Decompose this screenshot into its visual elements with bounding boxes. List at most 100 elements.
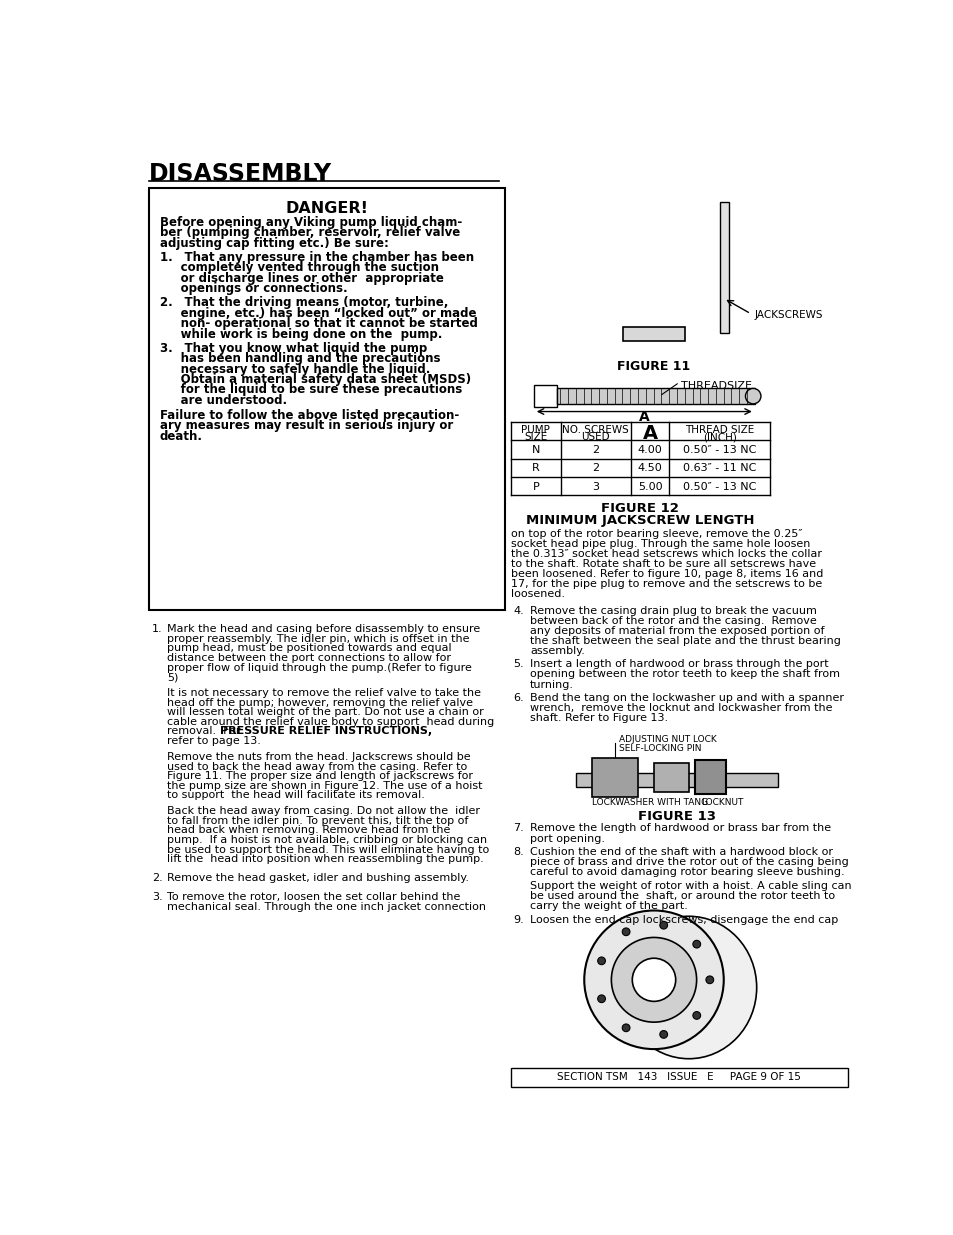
Text: proper reassembly. The idler pin, which is offset in the: proper reassembly. The idler pin, which … xyxy=(167,634,469,643)
Bar xyxy=(576,773,778,787)
Text: adjusting cap fitting etc.) Be sure:: adjusting cap fitting etc.) Be sure: xyxy=(159,237,388,249)
Text: pump head, must be positioned towards and equal: pump head, must be positioned towards an… xyxy=(167,643,452,653)
Text: ber (pumping chamber, reservoir, relief valve: ber (pumping chamber, reservoir, relief … xyxy=(159,226,459,240)
Text: 3.: 3. xyxy=(152,892,162,902)
Text: Figure 11. The proper size and length of jackscrews for: Figure 11. The proper size and length of… xyxy=(167,771,473,781)
Text: port opening.: port opening. xyxy=(530,834,604,844)
Text: USED: USED xyxy=(581,432,610,442)
Circle shape xyxy=(692,1011,700,1019)
Bar xyxy=(622,327,684,341)
Text: Before opening any Viking pump liquid cham-: Before opening any Viking pump liquid ch… xyxy=(159,216,461,228)
Text: opening between the rotor teeth to keep the shaft from: opening between the rotor teeth to keep … xyxy=(530,669,840,679)
Bar xyxy=(720,203,728,333)
Text: LOCKWASHER WITH TANG: LOCKWASHER WITH TANG xyxy=(592,798,707,808)
Text: any deposits of material from the exposed portion of: any deposits of material from the expose… xyxy=(530,626,823,636)
Text: lift the  head into position when reassembling the pump.: lift the head into position when reassem… xyxy=(167,855,483,864)
Text: A: A xyxy=(642,424,657,443)
Text: wrench,  remove the locknut and lockwasher from the: wrench, remove the locknut and lockwashe… xyxy=(530,704,832,714)
Text: head off the pump; however, removing the relief valve: head off the pump; however, removing the… xyxy=(167,698,473,708)
Text: to support  the head will facilitate its removal.: to support the head will facilitate its … xyxy=(167,790,425,800)
Text: removal.  For: removal. For xyxy=(167,726,244,736)
Text: engine, etc.) has been “locked out” or made: engine, etc.) has been “locked out” or m… xyxy=(159,306,476,320)
Text: SIZE: SIZE xyxy=(523,432,547,442)
Text: piece of brass and drive the rotor out of the casing being: piece of brass and drive the rotor out o… xyxy=(530,857,848,867)
Text: DANGER!: DANGER! xyxy=(285,200,368,216)
Text: turning.: turning. xyxy=(530,679,574,689)
Text: N: N xyxy=(531,445,539,454)
Bar xyxy=(149,188,505,610)
Text: assembly.: assembly. xyxy=(530,646,584,656)
Text: P: P xyxy=(532,482,538,492)
Text: socket head pipe plug. Through the same hole loosen: socket head pipe plug. Through the same … xyxy=(510,540,809,550)
Text: 4.00: 4.00 xyxy=(638,445,661,454)
Circle shape xyxy=(621,927,629,936)
Circle shape xyxy=(632,958,675,1002)
Text: ADJUSTING NUT LOCK: ADJUSTING NUT LOCK xyxy=(618,735,716,743)
Text: FIGURE 11: FIGURE 11 xyxy=(617,359,690,373)
Text: 2: 2 xyxy=(592,463,598,473)
Bar xyxy=(695,761,725,794)
Text: or discharge lines or other  appropriate: or discharge lines or other appropriate xyxy=(159,272,443,285)
Text: between back of the rotor and the casing.  Remove: between back of the rotor and the casing… xyxy=(530,615,816,626)
Text: 3: 3 xyxy=(592,482,598,492)
Text: 2. That the driving means (motor, turbine,: 2. That the driving means (motor, turbin… xyxy=(159,296,448,310)
Text: THREADSIZE: THREADSIZE xyxy=(680,380,751,390)
Text: 2: 2 xyxy=(592,445,598,454)
Circle shape xyxy=(611,937,696,1023)
Text: To remove the rotor, loosen the set collar behind the: To remove the rotor, loosen the set coll… xyxy=(167,892,460,902)
Text: 0.50″ - 13 NC: 0.50″ - 13 NC xyxy=(682,445,756,454)
Text: 2.: 2. xyxy=(152,873,162,883)
Text: (INCH): (INCH) xyxy=(702,432,736,442)
Circle shape xyxy=(583,910,723,1049)
Text: MINIMUM JACKSCREW LENGTH: MINIMUM JACKSCREW LENGTH xyxy=(526,514,754,527)
Text: for the liquid to be sure these precautions: for the liquid to be sure these precauti… xyxy=(159,383,461,396)
Text: the pump size are shown in Figure 12. The use of a hoist: the pump size are shown in Figure 12. Th… xyxy=(167,781,482,790)
Text: carry the weight of the part.: carry the weight of the part. xyxy=(530,902,687,911)
Text: on top of the rotor bearing sleeve, remove the 0.25″: on top of the rotor bearing sleeve, remo… xyxy=(510,530,801,540)
Text: Insert a length of hardwood or brass through the port: Insert a length of hardwood or brass thr… xyxy=(530,659,828,669)
Circle shape xyxy=(705,976,713,983)
Text: be used around the  shaft, or around the rotor teeth to: be used around the shaft, or around the … xyxy=(530,892,834,902)
Text: distance between the port connections to allow for: distance between the port connections to… xyxy=(167,653,451,663)
Text: R: R xyxy=(532,463,539,473)
Text: Remove the head gasket, idler and bushing assembly.: Remove the head gasket, idler and bushin… xyxy=(167,873,469,883)
Text: 5): 5) xyxy=(167,672,178,682)
Text: ary measures may result in serious injury or: ary measures may result in serious injur… xyxy=(159,419,453,432)
Text: head back when removing. Remove head from the: head back when removing. Remove head fro… xyxy=(167,825,450,835)
Text: pump.  If a hoist is not available, cribbing or blocking can: pump. If a hoist is not available, cribb… xyxy=(167,835,487,845)
Circle shape xyxy=(659,1030,667,1039)
Text: has been handling and the precautions: has been handling and the precautions xyxy=(159,352,439,366)
Text: 0.63″ - 11 NC: 0.63″ - 11 NC xyxy=(682,463,756,473)
Text: 5.00: 5.00 xyxy=(638,482,661,492)
Bar xyxy=(654,763,688,792)
Text: to the shaft. Rotate shaft to be sure all setscrews have: to the shaft. Rotate shaft to be sure al… xyxy=(510,559,815,569)
Text: proper flow of liquid through the pump.(Refer to figure: proper flow of liquid through the pump.(… xyxy=(167,662,472,673)
Text: A: A xyxy=(638,410,649,424)
Text: Support the weight of rotor with a hoist. A cable sling can: Support the weight of rotor with a hoist… xyxy=(530,882,851,892)
Text: necessary to safely handle the liquid.: necessary to safely handle the liquid. xyxy=(159,363,430,375)
Bar xyxy=(592,758,638,797)
Text: Back the head away from casing. Do not allow the  idler: Back the head away from casing. Do not a… xyxy=(167,806,479,816)
Text: PRESSURE RELIEF INSTRUCTIONS,: PRESSURE RELIEF INSTRUCTIONS, xyxy=(220,726,432,736)
Text: 4.50: 4.50 xyxy=(638,463,661,473)
Text: to fall from the idler pin. To prevent this, tilt the top of: to fall from the idler pin. To prevent t… xyxy=(167,816,468,826)
Text: the shaft between the seal plate and the thrust bearing: the shaft between the seal plate and the… xyxy=(530,636,840,646)
Bar xyxy=(534,385,557,406)
Circle shape xyxy=(598,995,605,1003)
Text: 4.: 4. xyxy=(513,605,523,615)
Text: openings or connections.: openings or connections. xyxy=(159,282,347,295)
Text: PUMP: PUMP xyxy=(521,425,550,435)
Text: loosened.: loosened. xyxy=(510,589,564,599)
Text: cable around the relief value body to support  head during: cable around the relief value body to su… xyxy=(167,716,494,727)
Text: 1.: 1. xyxy=(152,624,162,634)
Text: 3. That you know what liquid the pump: 3. That you know what liquid the pump xyxy=(159,342,426,354)
Text: 7.: 7. xyxy=(513,824,523,834)
Text: be used to support the head. This will eliminate having to: be used to support the head. This will e… xyxy=(167,845,489,855)
Text: Mark the head and casing before disassembly to ensure: Mark the head and casing before disassem… xyxy=(167,624,480,634)
Text: SELF-LOCKING PIN: SELF-LOCKING PIN xyxy=(618,745,700,753)
Text: SECTION TSM   143   ISSUE   E     PAGE 9 OF 15: SECTION TSM 143 ISSUE E PAGE 9 OF 15 xyxy=(557,1072,801,1082)
Text: careful to avoid damaging rotor bearing sleeve bushing.: careful to avoid damaging rotor bearing … xyxy=(530,867,843,877)
Text: NO. SCREWS: NO. SCREWS xyxy=(562,425,629,435)
Text: FIGURE 12: FIGURE 12 xyxy=(601,501,679,515)
Text: DISASSEMBLY: DISASSEMBLY xyxy=(149,162,332,186)
